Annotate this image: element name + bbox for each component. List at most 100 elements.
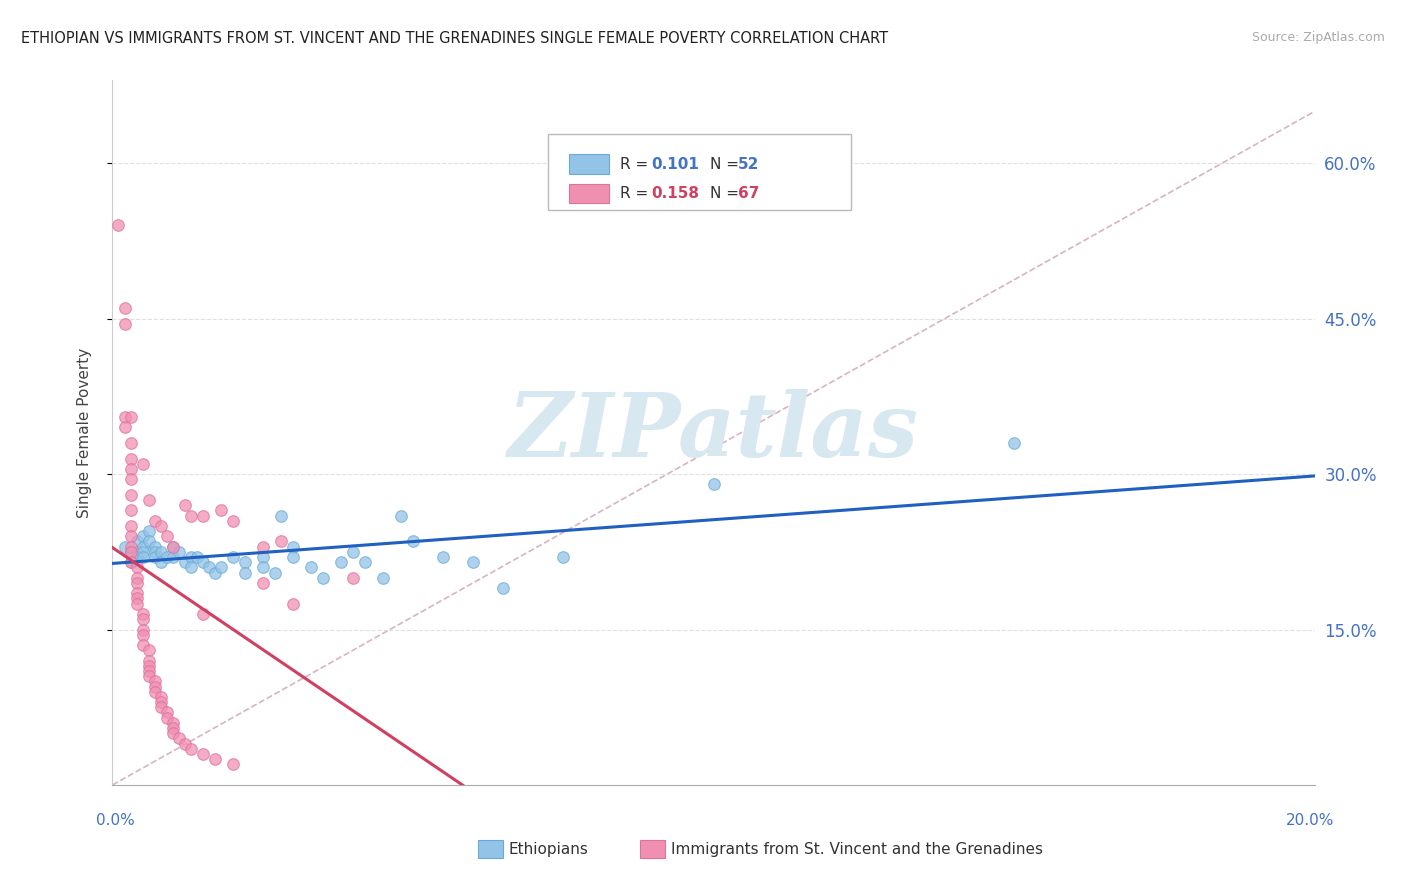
Point	[131, 612, 153, 626]
Point	[131, 457, 153, 471]
Point	[155, 710, 177, 724]
Point	[354, 555, 377, 569]
Point	[125, 560, 148, 574]
Point	[155, 549, 177, 564]
Point	[120, 540, 142, 554]
Point	[180, 741, 202, 756]
Point	[131, 638, 153, 652]
Text: 0.158: 0.158	[651, 186, 699, 201]
Point	[270, 534, 292, 549]
Text: R =: R =	[620, 157, 654, 171]
Point	[143, 674, 166, 689]
Point	[131, 628, 153, 642]
Point	[263, 566, 285, 580]
Point	[120, 545, 142, 559]
Point	[143, 545, 166, 559]
Point	[114, 540, 136, 554]
Point	[191, 555, 214, 569]
Point	[107, 219, 129, 233]
Point	[120, 555, 142, 569]
Point	[120, 545, 142, 559]
Point	[312, 571, 335, 585]
Point	[252, 549, 274, 564]
Point	[342, 545, 364, 559]
Point	[252, 575, 274, 590]
Point	[173, 555, 195, 569]
Point	[180, 560, 202, 574]
Point	[138, 643, 160, 657]
Point	[131, 545, 153, 559]
Point	[149, 519, 172, 533]
Point	[222, 514, 245, 528]
Point	[131, 549, 153, 564]
Text: ETHIOPIAN VS IMMIGRANTS FROM ST. VINCENT AND THE GRENADINES SINGLE FEMALE POVERT: ETHIOPIAN VS IMMIGRANTS FROM ST. VINCENT…	[21, 31, 889, 46]
Point	[204, 566, 226, 580]
Point	[120, 519, 142, 533]
Point	[209, 503, 232, 517]
Point	[114, 317, 136, 331]
Point	[138, 664, 160, 678]
Text: 0.101: 0.101	[651, 157, 699, 171]
Point	[131, 623, 153, 637]
Point	[167, 545, 190, 559]
Point	[120, 555, 142, 569]
Point	[281, 597, 304, 611]
Point	[186, 549, 208, 564]
Point	[143, 684, 166, 698]
Point	[138, 524, 160, 538]
Point	[125, 534, 148, 549]
Point	[125, 586, 148, 600]
Point	[125, 575, 148, 590]
Point	[329, 555, 352, 569]
Point	[149, 690, 172, 704]
Point	[162, 721, 184, 735]
Point	[162, 540, 184, 554]
Point	[703, 477, 725, 491]
Point	[138, 654, 160, 668]
Text: 67: 67	[738, 186, 759, 201]
Point	[138, 669, 160, 683]
Point	[114, 420, 136, 434]
Point	[342, 571, 364, 585]
Point	[432, 549, 454, 564]
Point	[299, 560, 322, 574]
Point	[149, 700, 172, 714]
Point	[125, 549, 148, 564]
Text: 52: 52	[738, 157, 759, 171]
Text: R =: R =	[620, 186, 654, 201]
Point	[149, 555, 172, 569]
Point	[143, 514, 166, 528]
Point	[162, 549, 184, 564]
Point	[371, 571, 394, 585]
Point	[125, 545, 148, 559]
Point	[167, 731, 190, 746]
Point	[281, 540, 304, 554]
Point	[252, 560, 274, 574]
Point	[233, 555, 256, 569]
Point	[180, 549, 202, 564]
Text: 0.0%: 0.0%	[96, 814, 135, 828]
Point	[180, 508, 202, 523]
Text: Immigrants from St. Vincent and the Grenadines: Immigrants from St. Vincent and the Gren…	[671, 842, 1043, 856]
Point	[191, 508, 214, 523]
Point	[125, 571, 148, 585]
Point	[492, 581, 515, 595]
Point	[233, 566, 256, 580]
Point	[461, 555, 484, 569]
Point	[143, 549, 166, 564]
Point	[120, 462, 142, 476]
Point	[162, 726, 184, 740]
Point	[125, 597, 148, 611]
Point	[114, 410, 136, 425]
Point	[222, 757, 245, 772]
Point	[162, 540, 184, 554]
Text: 20.0%: 20.0%	[1286, 814, 1334, 828]
Point	[125, 591, 148, 606]
Point	[138, 493, 160, 508]
Point	[114, 301, 136, 316]
Point	[120, 529, 142, 543]
Text: ZIPatlas: ZIPatlas	[508, 390, 920, 475]
Point	[149, 695, 172, 709]
Point	[173, 737, 195, 751]
Text: Source: ZipAtlas.com: Source: ZipAtlas.com	[1251, 31, 1385, 45]
